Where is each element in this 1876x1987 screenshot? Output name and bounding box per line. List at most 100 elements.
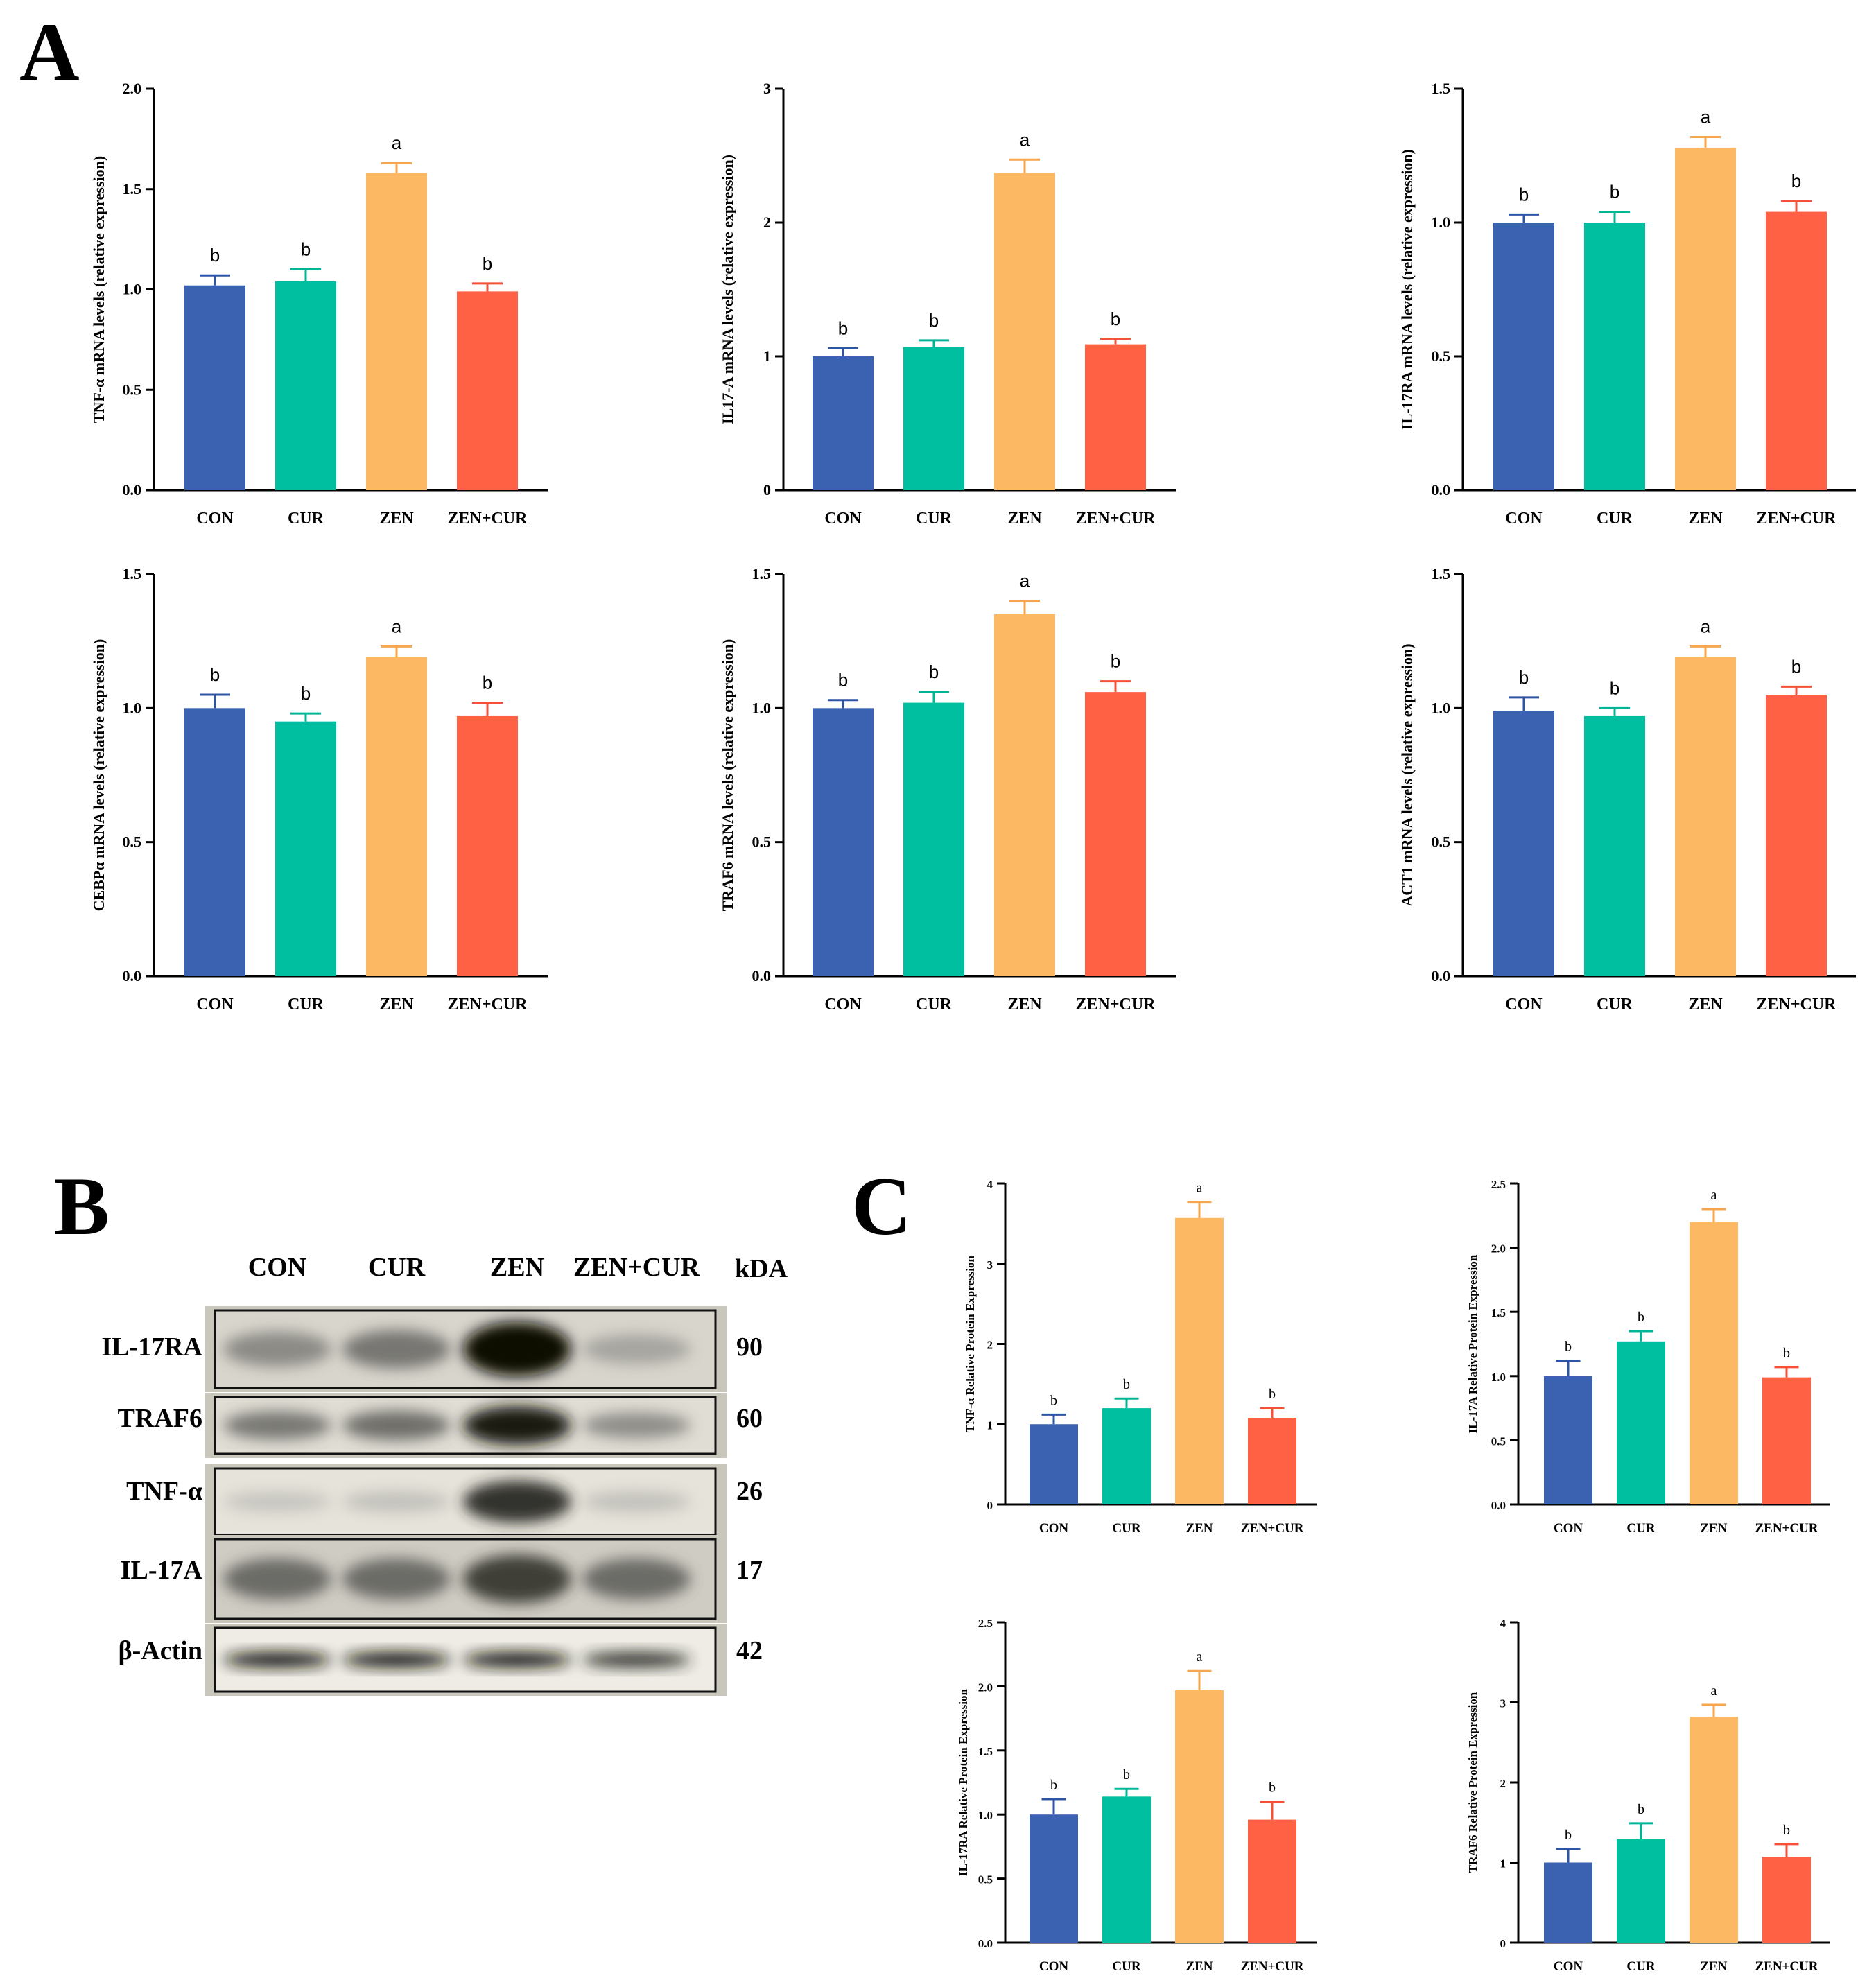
y-tick-label: 4: [987, 1178, 993, 1191]
category-label-zen-cur: ZEN+CUR: [1075, 996, 1156, 1014]
significance-label: b: [838, 670, 848, 691]
y-tick-label: 2.0: [123, 80, 142, 97]
y-tick-label: 0: [1500, 1937, 1506, 1950]
significance-label: b: [1783, 1823, 1790, 1838]
lane-label-zen: ZEN: [490, 1253, 544, 1282]
category-label-con: CON: [1039, 1521, 1069, 1536]
category-label-con: CON: [196, 996, 234, 1014]
panel-label-a: A: [19, 6, 80, 98]
bar-cur: [1102, 1796, 1151, 1943]
y-axis-label: IL-17RA mRNA levels (relative expression…: [1398, 149, 1416, 430]
lane-label-cur: CUR: [368, 1253, 426, 1282]
blot-band-il-17a-zen-cur: [582, 1558, 691, 1600]
chart-a1: 0.0 0.5 1.0 1.5 2.0 TNF-α mRNA levels (relati…: [90, 80, 548, 528]
bar-zen: [1690, 1222, 1738, 1504]
y-tick-label: 2: [987, 1339, 993, 1352]
y-tick-label: 1.0: [123, 281, 142, 298]
blot-band-il-17ra-cur: [342, 1330, 451, 1369]
panel-label-c: C: [851, 1160, 912, 1252]
y-axis-label: IL-17A Relative Protein Expression: [1466, 1254, 1479, 1433]
y-tick-label: 1.0: [1491, 1371, 1506, 1384]
significance-label: a: [392, 132, 402, 153]
y-tick-label: 2.5: [978, 1617, 993, 1630]
y-tick-label: 0.0: [752, 967, 772, 984]
significance-label: b: [1610, 182, 1619, 202]
y-tick-label: 1.0: [123, 699, 142, 716]
category-label-cur: CUR: [916, 996, 953, 1014]
y-tick-label: 1: [763, 347, 771, 365]
bar-cur: [1102, 1408, 1151, 1504]
blot-band-traf6-cur: [342, 1410, 451, 1441]
blot-band-tnf-zen: [463, 1480, 571, 1523]
chart-c4: 0 1 2 3 4 TRAF6 Relative Protein Expression b C…: [1466, 1617, 1830, 1974]
y-tick-label: 1.5: [978, 1745, 993, 1758]
blot-kda-traf6: 60: [736, 1404, 763, 1433]
chart-a4: 0.0 0.5 1.0 1.5 CEBPα mRNA levels (relative …: [90, 565, 548, 1014]
bar-zen: [1690, 1717, 1738, 1943]
bar-zen: [1175, 1217, 1224, 1504]
bar-zen-cur: [1762, 1857, 1811, 1943]
category-label-zen-cur: ZEN+CUR: [1756, 996, 1836, 1014]
bar-con: [1030, 1814, 1078, 1943]
blot-band-tnf-zen-cur: [582, 1491, 691, 1513]
significance-label: a: [1701, 106, 1711, 127]
y-tick-label: 0.0: [1491, 1499, 1506, 1512]
chart-c2: 0.0 0.5 1.0 1.5 2.0 2.5 IL-17A Relative Protei…: [1466, 1178, 1830, 1536]
y-tick-label: 1.0: [752, 699, 772, 716]
bar-zen: [1175, 1690, 1224, 1943]
charts-layer: 0.0 0.5 1.0 1.5 2.0 TNF-α mRNA levels (relati…: [90, 80, 1856, 1974]
blot-band--actin-con: [223, 1652, 331, 1667]
bar-con: [1493, 711, 1554, 976]
category-label-zen-cur: ZEN+CUR: [1756, 510, 1836, 528]
y-tick-label: 1.5: [1432, 565, 1451, 582]
significance-label: b: [483, 253, 492, 274]
bar-cur: [1617, 1341, 1665, 1504]
blot-kda-il17ra: 90: [736, 1333, 763, 1362]
significance-label: b: [301, 683, 311, 704]
blot-kda-tnfa: 26: [736, 1477, 763, 1506]
significance-label: b: [838, 318, 848, 338]
significance-label: b: [1638, 1802, 1644, 1817]
y-axis-label: IL-17RA Relative Protein Expression: [957, 1688, 970, 1875]
category-label-zen: ZEN: [1185, 1521, 1213, 1536]
y-axis-label: ACT1 mRNA levels (relative expression): [1398, 643, 1416, 906]
significance-label: b: [1050, 1778, 1057, 1793]
significance-label: b: [1519, 184, 1529, 205]
blot-band-il-17ra-con: [223, 1331, 331, 1367]
y-axis-label: IL17-A mRNA levels (relative expression): [719, 155, 736, 424]
blot-row-label-il17a: IL-17A: [121, 1556, 203, 1585]
category-label-cur: CUR: [916, 510, 953, 528]
blot-kda-bactin: 42: [736, 1636, 763, 1665]
y-tick-label: 0.0: [1432, 967, 1451, 984]
chart-c3: 0.0 0.5 1.0 1.5 2.0 2.5 IL-17RA Relative Prote…: [957, 1617, 1317, 1974]
y-tick-label: 0: [987, 1499, 993, 1512]
y-tick-label: 2.0: [1491, 1242, 1506, 1256]
category-label-con: CON: [1554, 1521, 1583, 1536]
category-label-zen: ZEN: [1007, 996, 1042, 1014]
significance-label: b: [210, 664, 220, 685]
category-label-zen-cur: ZEN+CUR: [447, 510, 528, 528]
y-tick-label: 4: [1500, 1617, 1506, 1630]
y-tick-label: 1.5: [123, 180, 142, 198]
y-tick-label: 1.0: [1432, 699, 1451, 716]
significance-label: b: [1269, 1387, 1276, 1402]
category-label-cur: CUR: [288, 510, 324, 528]
category-label-con: CON: [1505, 996, 1543, 1014]
category-label-zen-cur: ZEN+CUR: [447, 996, 528, 1014]
bar-con: [1030, 1424, 1078, 1504]
category-label-zen: ZEN: [1688, 510, 1723, 528]
bar-zen: [366, 657, 427, 976]
y-tick-label: 2: [1500, 1777, 1506, 1790]
significance-label: a: [1020, 571, 1030, 591]
blot-band-il-17a-zen: [463, 1554, 571, 1604]
bar-cur: [1584, 223, 1645, 490]
bar-zen-cur: [1762, 1377, 1811, 1504]
y-tick-label: 0.5: [752, 833, 772, 851]
chart-a3: 0.0 0.5 1.0 1.5 IL-17RA mRNA levels (relativ…: [1398, 80, 1856, 528]
y-tick-label: 0.5: [1432, 833, 1451, 851]
significance-label: b: [1565, 1339, 1572, 1355]
bar-cur: [903, 702, 964, 976]
category-label-con: CON: [196, 510, 234, 528]
chart-c1: 0 1 2 3 4 TNF-α Relative Protein Expression b C…: [964, 1178, 1317, 1536]
